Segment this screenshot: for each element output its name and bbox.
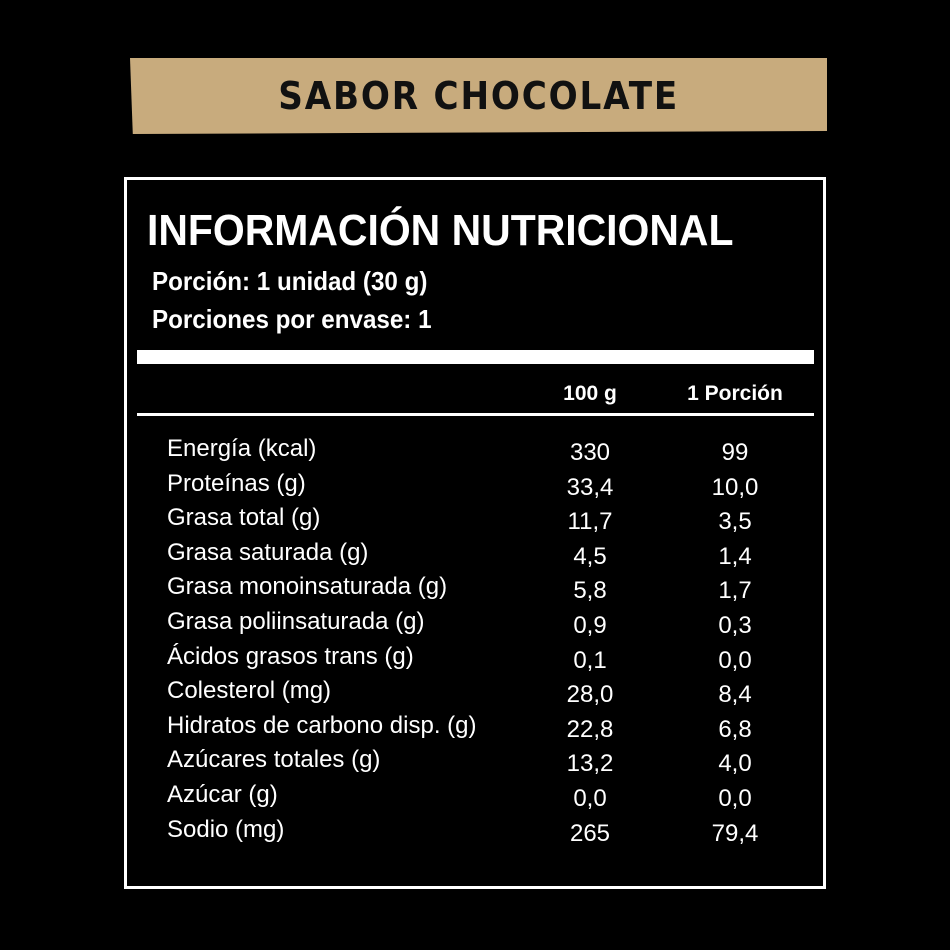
- column-header-serving: 1 Porción: [687, 382, 783, 405]
- value-per-100g: 28,0: [566, 681, 614, 709]
- nutrient-row: Grasa saturada (g) 4,5 1,4: [127, 539, 823, 573]
- nutrient-name: Hidratos de carbono disp. (g): [167, 711, 477, 739]
- value-per-100g: 13,2: [566, 750, 614, 778]
- value-per-100g: 265: [569, 819, 611, 847]
- nutrient-row: Azúcar (g) 0,0 0,0: [127, 781, 823, 815]
- value-per-100g: 5,8: [573, 577, 607, 605]
- value-per-100g: 330: [569, 439, 611, 466]
- value-per-serving: 3,5: [718, 508, 752, 536]
- nutrition-facts-table: INFORMACIÓN NUTRICIONAL Porción: 1 unida…: [124, 177, 826, 889]
- nutrient-row: Hidratos de carbono disp. (g) 22,8 6,8: [127, 712, 823, 746]
- nutrient-name: Sodio (mg): [167, 815, 285, 843]
- nutrient-name: Ácidos grasos trans (g): [167, 642, 414, 670]
- nutrient-row: Energía (kcal) 330 99: [127, 435, 823, 469]
- column-header-100g: 100 g: [563, 382, 617, 405]
- value-per-serving: 1,7: [718, 577, 752, 605]
- nutrient-row: Grasa total (g) 11,7 3,5: [127, 504, 823, 538]
- nutrient-row: Azúcares totales (g) 13,2 4,0: [127, 746, 823, 780]
- value-per-serving: 0,0: [718, 646, 752, 674]
- serving-size: Porción: 1 unidad (30 g): [152, 266, 428, 296]
- value-per-serving: 99: [721, 439, 749, 466]
- value-per-serving: 4,0: [718, 750, 752, 778]
- nutrient-name: Azúcares totales (g): [167, 746, 381, 774]
- value-per-100g: 22,8: [566, 715, 614, 743]
- nutrient-row: Grasa monoinsaturada (g) 5,8 1,7: [127, 573, 823, 607]
- value-per-serving: 10,0: [711, 473, 759, 501]
- servings-per-container: Porciones por envase: 1: [152, 304, 432, 334]
- value-per-serving: 1,4: [718, 542, 752, 570]
- nutrient-name: Grasa saturada (g): [167, 538, 369, 566]
- flavor-banner: SABOR CHOCOLATE: [130, 58, 827, 134]
- value-per-100g: 4,5: [573, 542, 607, 570]
- nutrient-name: Energía (kcal): [167, 435, 317, 462]
- nutrient-row: Proteínas (g) 33,4 10,0: [127, 470, 823, 504]
- value-per-100g: 33,4: [566, 473, 614, 501]
- table-title: INFORMACIÓN NUTRICIONAL: [147, 206, 734, 255]
- nutrient-row: Ácidos grasos trans (g) 0,1 0,0: [127, 643, 823, 677]
- nutrient-row: Colesterol (mg) 28,0 8,4: [127, 677, 823, 711]
- value-per-serving: 0,0: [718, 785, 752, 812]
- nutrient-name: Proteínas (g): [167, 469, 306, 497]
- nutrient-row: Sodio (mg) 265 79,4: [127, 816, 823, 850]
- value-per-serving: 8,4: [718, 681, 752, 709]
- nutrient-name: Grasa total (g): [167, 504, 321, 532]
- value-per-serving: 6,8: [718, 715, 752, 743]
- nutrient-row: Grasa poliinsaturada (g) 0,9 0,3: [127, 608, 823, 642]
- value-per-100g: 0,9: [573, 612, 607, 639]
- value-per-serving: 0,3: [718, 612, 752, 639]
- thin-divider: [137, 413, 814, 416]
- value-per-serving: 79,4: [711, 819, 759, 847]
- nutrient-name: Grasa poliinsaturada (g): [167, 608, 425, 635]
- value-per-100g: 11,7: [567, 508, 613, 536]
- nutrient-name: Grasa monoinsaturada (g): [167, 573, 448, 601]
- value-per-100g: 0,0: [573, 785, 607, 812]
- nutrient-name: Azúcar (g): [167, 781, 278, 808]
- nutrient-name: Colesterol (mg): [167, 677, 332, 705]
- flavor-label: SABOR CHOCOLATE: [278, 74, 679, 118]
- value-per-100g: 0,1: [573, 646, 607, 674]
- thick-divider: [137, 350, 814, 364]
